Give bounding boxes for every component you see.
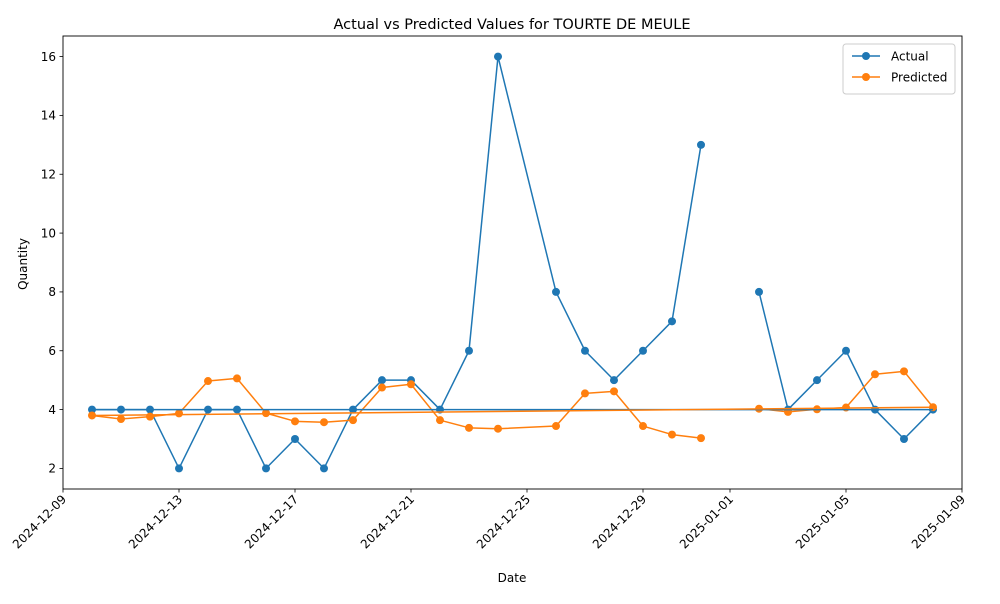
predicted-point	[900, 367, 908, 376]
legend-label: Actual	[891, 49, 929, 63]
plot-area	[88, 52, 937, 473]
x-tick-label: 2025-01-05	[793, 492, 852, 551]
legend-marker	[862, 52, 870, 60]
actual-point	[755, 287, 763, 296]
legend-entry-actual: Actual	[852, 49, 929, 63]
chart-title: Actual vs Predicted Values for TOURTE DE…	[334, 17, 691, 33]
actual-point	[465, 346, 473, 355]
predicted-point	[320, 418, 328, 427]
y-tick-label: 6	[48, 344, 56, 358]
predicted-point	[639, 422, 647, 431]
actual-point	[697, 140, 705, 149]
predicted-point	[552, 422, 560, 431]
y-axis-label: Quantity	[16, 238, 30, 290]
y-tick-label: 4	[48, 403, 56, 417]
actual-line	[92, 55, 934, 470]
x-tick-label: 2024-12-21	[358, 492, 417, 551]
actual-point	[900, 434, 908, 443]
actual-point	[639, 346, 647, 355]
predicted-series	[88, 367, 937, 443]
predicted-connector-line	[91, 406, 934, 417]
predicted-point	[610, 387, 618, 396]
axes: 2 4 6 8 10 12 14 16 2024-12-09 2024-12-13 2024-12-…	[10, 50, 968, 552]
y-tick-label: 10	[41, 226, 56, 240]
x-tick-label: 2024-12-29	[590, 492, 649, 551]
actual-point	[581, 346, 589, 355]
x-tick-label: 2024-12-17	[242, 492, 301, 551]
predicted-point	[494, 424, 502, 433]
predicted-point	[117, 414, 125, 423]
actual-point	[262, 464, 270, 473]
x-tick-label: 2025-01-09	[909, 492, 968, 551]
predicted-point	[581, 389, 589, 398]
actual-point	[378, 376, 386, 385]
y-tick-label: 16	[41, 50, 56, 64]
y-tick-label: 14	[41, 109, 56, 123]
actual-point	[668, 317, 676, 326]
actual-point	[494, 52, 502, 61]
actual-point	[320, 464, 328, 473]
predicted-point	[291, 417, 299, 426]
actual-point	[552, 287, 560, 296]
x-tick-label: 2025-01-01	[677, 492, 736, 551]
predicted-point	[175, 409, 183, 418]
predicted-point	[697, 434, 705, 443]
legend-entry-predicted: Predicted	[852, 70, 947, 84]
actual-point	[175, 464, 183, 473]
actual-point	[813, 376, 821, 385]
plot-frame	[62, 35, 963, 490]
y-tick-label: 8	[48, 285, 56, 299]
y-tick-label: 2	[48, 462, 56, 476]
predicted-point	[668, 430, 676, 439]
actual-point	[610, 376, 618, 385]
x-tick-label: 2024-12-09	[10, 492, 69, 551]
predicted-point	[407, 380, 415, 389]
actual-point	[842, 346, 850, 355]
predicted-point	[233, 374, 241, 383]
predicted-point	[436, 416, 444, 425]
predicted-point	[204, 377, 212, 386]
x-tick-label: 2024-12-25	[474, 492, 533, 551]
legend-label: Predicted	[891, 70, 947, 84]
predicted-point	[146, 412, 154, 421]
actual-point	[291, 434, 299, 443]
legend: Actual Predicted	[842, 43, 956, 95]
y-tick-label: 12	[41, 168, 56, 182]
predicted-line	[91, 370, 934, 439]
predicted-point	[871, 370, 879, 379]
x-tick-label: 2024-12-13	[126, 492, 185, 551]
x-axis-label: Date	[498, 571, 527, 585]
predicted-point	[378, 383, 386, 392]
legend-marker	[862, 73, 870, 81]
predicted-point	[349, 416, 357, 425]
predicted-point	[465, 423, 473, 432]
